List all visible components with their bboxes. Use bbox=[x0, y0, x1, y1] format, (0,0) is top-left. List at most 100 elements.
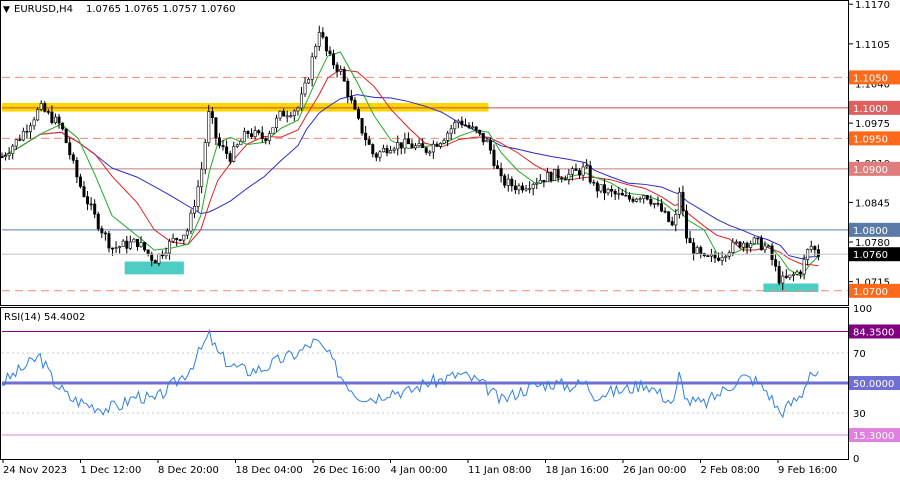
candle-body bbox=[446, 132, 450, 141]
candle-body bbox=[474, 126, 478, 131]
candle-body bbox=[645, 195, 649, 200]
candle-body bbox=[431, 143, 435, 153]
candle-body bbox=[36, 109, 40, 121]
candle-body bbox=[428, 151, 432, 154]
candle-body bbox=[111, 247, 115, 250]
rsi-level-label: 15.3000 bbox=[853, 431, 894, 442]
candle-body bbox=[781, 275, 785, 284]
candle-body bbox=[189, 212, 193, 232]
candle-body bbox=[64, 128, 68, 144]
candle-body bbox=[118, 246, 122, 248]
candle-body bbox=[535, 182, 539, 185]
x-tick-label: 24 Nov 2023 bbox=[3, 465, 67, 476]
candle-body bbox=[791, 274, 795, 276]
candle-body bbox=[442, 140, 446, 144]
candle-body bbox=[617, 192, 621, 195]
candle-body bbox=[357, 108, 361, 119]
level-label: 1.1000 bbox=[853, 104, 888, 115]
candle-body bbox=[777, 266, 781, 284]
candle-body bbox=[524, 188, 528, 191]
y-tick-label: 1.1170 bbox=[855, 0, 890, 11]
rsi-level-label-bg bbox=[849, 428, 900, 443]
candle-body bbox=[381, 147, 385, 153]
candle-body bbox=[513, 185, 517, 191]
candle-body bbox=[656, 203, 660, 205]
candle-body bbox=[738, 241, 742, 248]
candle-body bbox=[103, 232, 107, 235]
ma-mid-line bbox=[1, 68, 819, 267]
candle-body bbox=[18, 139, 22, 141]
candle-body bbox=[660, 203, 664, 212]
candle-body bbox=[367, 139, 371, 145]
candle-body bbox=[574, 168, 578, 171]
level-label: 1.0800 bbox=[853, 226, 888, 237]
candle-body bbox=[642, 195, 646, 199]
candle-body bbox=[349, 96, 353, 101]
level-label-bg bbox=[849, 131, 900, 146]
candle-body bbox=[606, 188, 610, 194]
candle-body bbox=[178, 239, 182, 241]
candle-body bbox=[242, 131, 246, 142]
candle-body bbox=[139, 242, 143, 248]
candle-body bbox=[128, 241, 132, 249]
candle-body bbox=[492, 149, 496, 166]
y-tick-label: 1.0975 bbox=[855, 119, 890, 130]
candle-body bbox=[763, 245, 767, 251]
candle-body bbox=[692, 242, 696, 254]
candle-body bbox=[78, 176, 82, 187]
rsi-level-label-bg bbox=[849, 324, 900, 339]
candle-body bbox=[89, 203, 93, 206]
candle-body bbox=[39, 103, 43, 110]
candle-body bbox=[435, 143, 439, 147]
candle-body bbox=[57, 116, 61, 124]
candle-body bbox=[171, 237, 175, 242]
candle-body bbox=[585, 165, 589, 168]
candle-body bbox=[506, 178, 510, 186]
candle-body bbox=[599, 184, 603, 192]
candle-body bbox=[488, 140, 492, 151]
candle-body bbox=[292, 110, 296, 116]
candle-body bbox=[360, 118, 364, 134]
highlight-zone bbox=[763, 283, 819, 293]
candle-body bbox=[570, 168, 574, 175]
candle-body bbox=[14, 139, 18, 147]
candle-body bbox=[46, 111, 50, 113]
candle-body bbox=[210, 111, 214, 119]
candle-body bbox=[93, 203, 97, 215]
candle-body bbox=[406, 138, 410, 145]
candle-body bbox=[221, 145, 225, 148]
candle-body bbox=[61, 122, 65, 130]
level-label-bg bbox=[849, 70, 900, 85]
candle-body bbox=[235, 144, 239, 147]
candle-body bbox=[385, 147, 389, 154]
candle-body bbox=[560, 177, 564, 180]
candle-body bbox=[684, 210, 688, 239]
candle-body bbox=[267, 133, 271, 141]
candle-body bbox=[232, 146, 236, 162]
candle-body bbox=[538, 179, 542, 184]
candle-body bbox=[556, 169, 560, 179]
y-tick-label: 1.1105 bbox=[855, 40, 890, 51]
candle-body bbox=[674, 214, 678, 226]
candle-body bbox=[706, 255, 710, 257]
candle-body bbox=[282, 110, 286, 117]
candle-body bbox=[649, 198, 653, 205]
candle-body bbox=[471, 126, 475, 129]
candle-body bbox=[759, 237, 763, 251]
candle-body bbox=[752, 237, 756, 244]
candle-body bbox=[478, 129, 482, 134]
triangle-down-icon[interactable]: ▼ bbox=[3, 5, 10, 15]
y-tick-label: 1.0845 bbox=[855, 198, 890, 209]
candle-body bbox=[332, 53, 336, 66]
candle-body bbox=[399, 142, 403, 149]
candle-body bbox=[175, 237, 179, 240]
highlight-zone bbox=[124, 261, 184, 275]
candle-body bbox=[32, 119, 36, 127]
highlight-zone bbox=[2, 103, 489, 112]
candle-body bbox=[342, 69, 346, 82]
candle-body bbox=[756, 237, 760, 240]
candle-body bbox=[731, 241, 735, 253]
candle-body bbox=[542, 179, 546, 183]
rsi-tick-label: 30 bbox=[853, 409, 866, 420]
